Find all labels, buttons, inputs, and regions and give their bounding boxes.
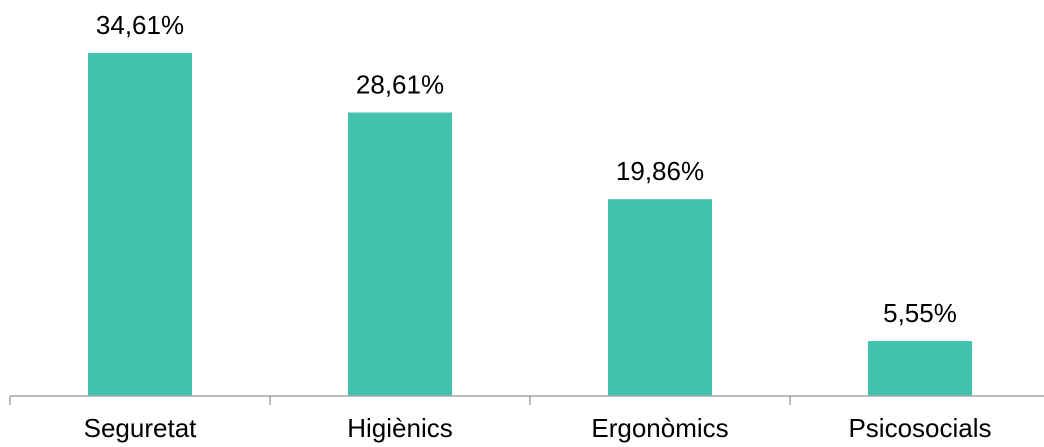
data-label-seguretat: 34,61% xyxy=(96,10,184,40)
data-label-psicosocials: 5,55% xyxy=(883,298,957,328)
x-axis xyxy=(9,395,1044,405)
data-labels-layer: 34,61% 28,61% 19,86% 5,55% xyxy=(96,10,957,328)
x-tick-label-psicosocials: Psicosocials xyxy=(848,413,991,443)
bar-psicosocials xyxy=(868,341,972,396)
x-tick-label-seguretat: Seguretat xyxy=(84,413,198,443)
bar-seguretat xyxy=(88,53,192,396)
x-tick-label-higiènics: Higiènics xyxy=(347,413,453,443)
data-label-higiènics: 28,61% xyxy=(356,70,444,100)
bar-higiènics xyxy=(348,112,452,396)
x-tick-label-ergonòmics: Ergonòmics xyxy=(591,413,728,443)
data-label-ergonòmics: 19,86% xyxy=(616,156,704,186)
x-tick-labels-layer: Seguretat Higiènics Ergonòmics Psicosocials xyxy=(84,413,992,443)
bars-layer xyxy=(88,53,972,396)
bar-ergonòmics xyxy=(608,199,712,396)
